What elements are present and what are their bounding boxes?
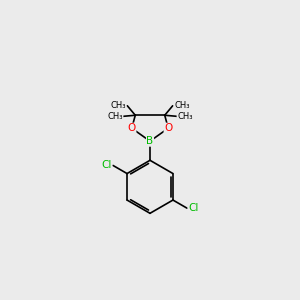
Text: O: O — [164, 123, 172, 133]
Text: CH₃: CH₃ — [110, 101, 126, 110]
Text: B: B — [146, 136, 154, 146]
Text: CH₃: CH₃ — [174, 101, 190, 110]
Text: O: O — [128, 123, 136, 133]
Text: Cl: Cl — [101, 160, 112, 170]
Text: CH₃: CH₃ — [177, 112, 193, 121]
Text: CH₃: CH₃ — [107, 112, 123, 121]
Text: Cl: Cl — [188, 203, 199, 213]
